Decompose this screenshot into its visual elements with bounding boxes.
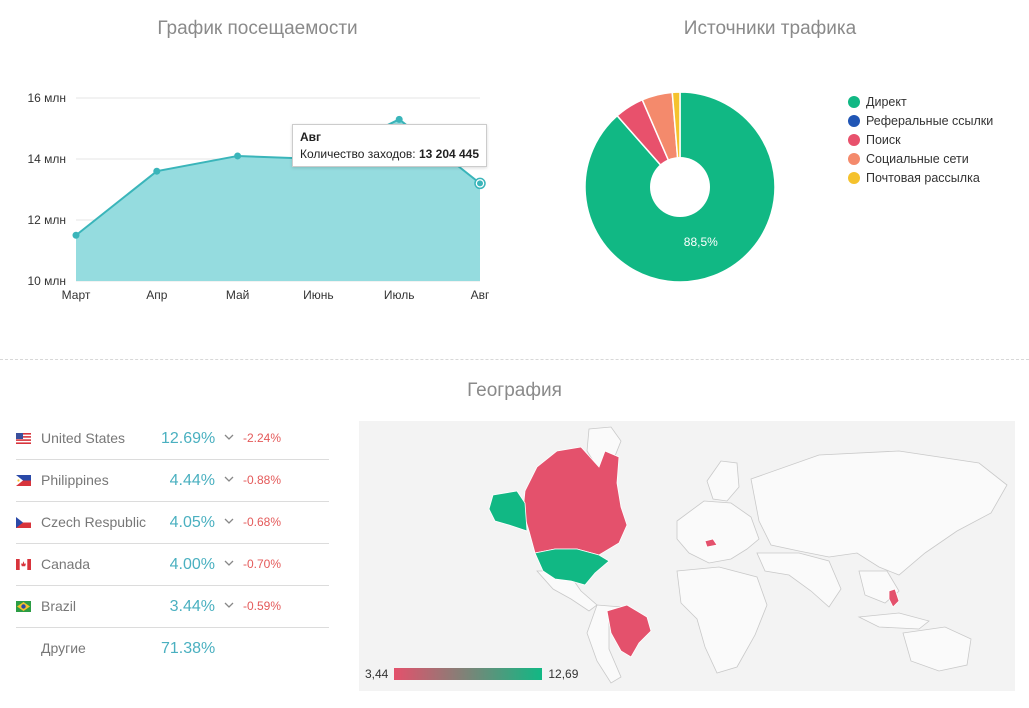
data-point [477,180,483,187]
visits-tooltip: Авг Количество заходов: 13 204 445 [292,124,488,167]
list-item[interactable]: Canada 4.00% -0.70% [16,544,329,586]
world-map[interactable] [359,421,1015,691]
flag-cz-icon [16,517,31,528]
legend-label: Поиск [866,132,901,147]
donut-hole [650,157,710,217]
section-divider [0,359,1029,360]
legend-item-search[interactable]: Поиск [848,130,993,149]
map-alaska [488,490,528,532]
list-item[interactable]: Philippines 4.44% -0.88% [16,460,329,502]
flag-br-icon [16,601,31,612]
y-tick-label: 16 млн [27,91,66,105]
country-name: Philippines [41,472,109,488]
country-percent: 12.69% [161,430,216,447]
map-philippines [888,588,900,608]
tooltip-value: 13 204 445 [418,147,480,161]
world-map-canvas [488,426,1008,684]
visits-area-chart[interactable]: 10 млн 12 млн 14 млн 16 млн Март Апр Май Июнь Ию… [0,80,520,310]
map-region-australia [902,626,972,672]
chevron-down-icon[interactable] [223,473,235,485]
country-name: Czech Respublic [41,514,147,530]
chevron-down-icon[interactable] [223,599,235,611]
legend-item-direct[interactable]: Директ [848,92,993,111]
country-percent: 4.44% [169,472,215,489]
flag-ca-icon [16,559,31,570]
scale-gradient-bar [394,668,543,680]
x-tick-label: Июнь [303,288,334,302]
x-tick-label: Июль [384,288,415,302]
country-delta: -0.68% [243,515,282,529]
data-point [72,231,80,239]
scale-min-label: 3,44 [365,667,389,681]
y-tick-label: 12 млн [27,213,66,227]
tooltip-month: Авг [300,130,322,144]
map-region-scandinavia [706,460,740,502]
other-label: Другие [41,640,86,656]
list-item-other: Другие 71.38% [16,628,329,669]
tooltip-label: Количество заходов: [300,147,416,161]
legend-item-social[interactable]: Социальные сети [848,149,993,168]
y-tick-label: 10 млн [27,274,66,288]
map-usa [534,548,610,586]
sources-chart-title: Источники трафика [683,18,857,39]
pie-data-label: 88,5% [684,235,718,249]
geo-country-list: United States 12.69% -2.24% Philippines … [16,418,329,669]
country-delta: -2.24% [243,431,282,445]
list-item[interactable]: Czech Respublic 4.05% -0.68% [16,502,329,544]
country-delta: -0.88% [243,473,282,487]
geo-title: География [467,380,562,401]
map-region-africa [676,566,768,674]
flag-us-icon [16,433,31,444]
country-name: Brazil [41,598,77,614]
map-brazil [606,604,652,658]
legend-item-referral[interactable]: Реферальные ссылки [848,111,993,130]
x-tick-label: Авг [471,288,490,302]
list-item[interactable]: Brazil 3.44% -0.59% [16,586,329,628]
map-region-india [756,552,842,608]
chevron-down-icon[interactable] [223,431,235,443]
legend-label: Реферальные ссылки [866,113,994,128]
legend-dot-icon [848,171,860,184]
country-percent: 4.00% [169,556,215,573]
map-color-scale: 3,44 12,69 [365,667,578,681]
map-czech [704,538,718,548]
y-tick-label: 14 млн [27,152,66,166]
visits-chart-title: График посещаемости [157,18,358,39]
legend-item-email[interactable]: Почтовая рассылка [848,168,993,187]
map-region-europe [676,500,760,564]
legend-dot-icon [848,152,860,165]
country-delta: -0.70% [243,557,282,571]
legend-label: Директ [866,94,907,109]
sources-donut-chart[interactable]: 88,5% [580,90,780,290]
country-name: United States [41,430,126,446]
legend-dot-icon [848,114,860,127]
data-point [395,115,403,123]
list-item[interactable]: United States 12.69% -2.24% [16,418,329,460]
chevron-down-icon[interactable] [223,515,235,527]
map-canada [522,446,628,556]
country-delta: -0.59% [243,599,282,613]
x-tick-label: Апр [146,288,168,302]
legend-dot-icon [848,133,860,146]
scale-max-label: 12,69 [548,667,579,681]
data-point [234,152,242,160]
legend-label: Социальные сети [866,151,969,166]
x-tick-label: Март [62,288,91,302]
country-name: Canada [41,556,91,572]
flag-ph-icon [16,475,31,486]
map-region-asia [750,450,1008,576]
sources-legend: Директ Реферальные ссылки Поиск Социальн… [848,92,993,187]
country-percent: 3.44% [169,598,215,615]
other-percent: 71.38% [161,640,216,657]
country-percent: 4.05% [169,514,215,531]
legend-dot-icon [848,95,860,108]
chevron-down-icon[interactable] [223,557,235,569]
map-region-indonesia [857,612,930,630]
legend-label: Почтовая рассылка [866,170,980,185]
x-tick-label: Май [226,288,250,302]
data-point [153,167,161,175]
